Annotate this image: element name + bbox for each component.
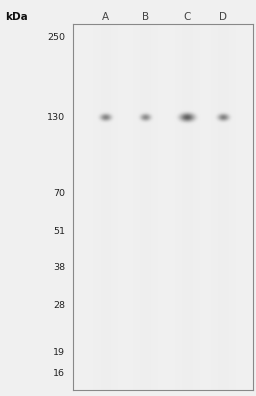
Text: D: D	[219, 12, 227, 22]
Text: 38: 38	[53, 263, 65, 272]
Text: 70: 70	[53, 189, 65, 198]
Text: 51: 51	[53, 227, 65, 236]
Text: 250: 250	[47, 33, 65, 42]
Text: kDa: kDa	[5, 12, 28, 22]
Text: C: C	[183, 12, 190, 22]
Text: 28: 28	[53, 301, 65, 310]
Text: 130: 130	[47, 113, 65, 122]
Text: B: B	[142, 12, 149, 22]
Text: 16: 16	[53, 369, 65, 378]
Text: 19: 19	[53, 348, 65, 357]
Text: A: A	[102, 12, 109, 22]
